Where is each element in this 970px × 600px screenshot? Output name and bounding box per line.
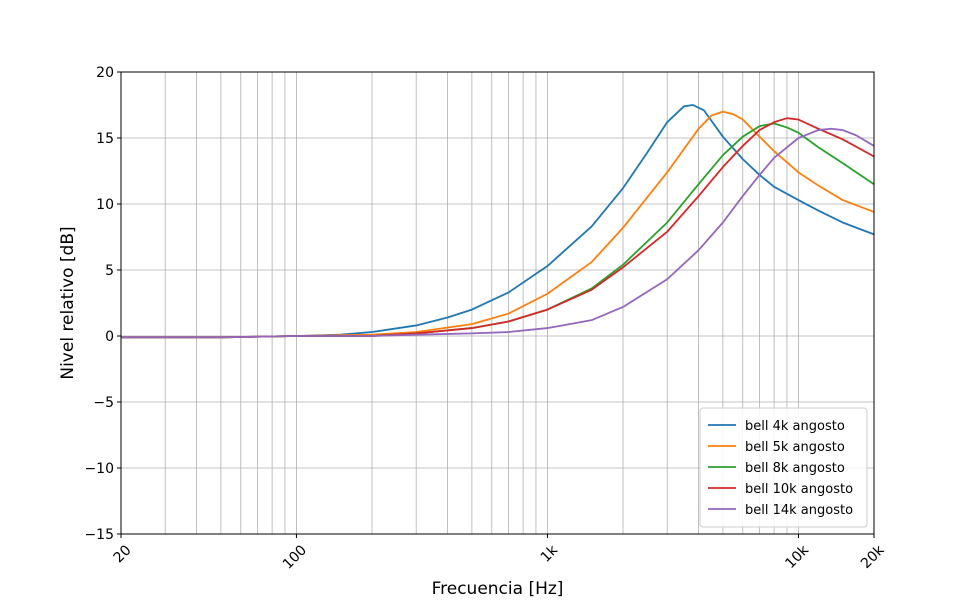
y-tick-label: 5 — [105, 263, 114, 279]
legend-entry: bell 8k angosto — [745, 461, 845, 476]
x-axis-label: Frecuencia [Hz] — [432, 579, 564, 599]
y-axis-label: Nivel relativo [dB] — [58, 226, 78, 379]
y-tick-label: −15 — [84, 527, 114, 543]
series-lines — [121, 104, 875, 339]
legend: bell 4k angosto bell 5k angosto bell 8k an… — [699, 407, 868, 528]
series-line — [121, 104, 875, 339]
series-line — [121, 117, 875, 339]
x-tick-label: 20 — [111, 542, 135, 566]
legend-entry: bell 14k angosto — [745, 503, 853, 518]
series-line — [121, 122, 875, 339]
legend-entry: bell 5k angosto — [745, 440, 845, 455]
x-tick-label: 1k — [538, 542, 562, 566]
legend-box — [699, 407, 868, 528]
x-tick-label: 20k — [858, 542, 888, 572]
legend-entry: bell 4k angosto — [745, 419, 845, 434]
y-tick-label: 0 — [105, 329, 114, 345]
y-tick-label: 10 — [96, 197, 114, 213]
x-tick-label: 10k — [782, 542, 812, 572]
legend-entry: bell 10k angosto — [745, 482, 853, 497]
x-tick-label: 100 — [280, 542, 310, 572]
y-tick-label: 20 — [96, 65, 114, 81]
y-tick-label: 15 — [96, 131, 114, 147]
y-tick-label: −5 — [93, 395, 114, 411]
y-tick-label: −10 — [84, 461, 114, 477]
series-line — [121, 127, 875, 339]
plot-frame — [120, 71, 875, 535]
series-line — [121, 110, 875, 339]
